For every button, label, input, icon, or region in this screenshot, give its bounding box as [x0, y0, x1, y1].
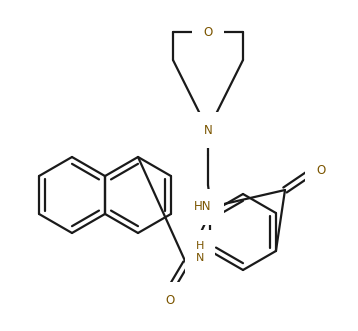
Text: N: N	[204, 123, 212, 136]
Text: HN: HN	[194, 201, 212, 213]
Text: O: O	[203, 25, 213, 38]
Text: H
N: H N	[196, 241, 204, 263]
Text: O: O	[316, 165, 326, 177]
Text: O: O	[165, 294, 175, 307]
